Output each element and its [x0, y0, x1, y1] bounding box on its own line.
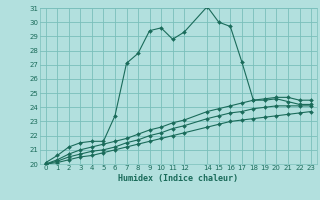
X-axis label: Humidex (Indice chaleur): Humidex (Indice chaleur) [118, 174, 238, 183]
